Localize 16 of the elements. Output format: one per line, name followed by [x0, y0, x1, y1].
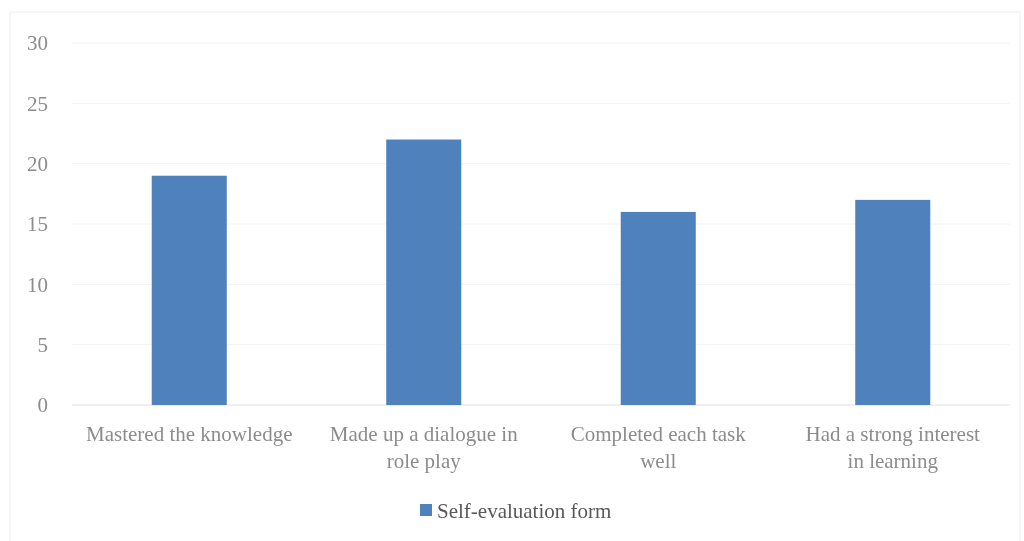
- x-tick-label: Made up a dialogue in role play: [329, 422, 519, 473]
- bar: [151, 175, 227, 405]
- bar: [855, 199, 931, 405]
- bar: [386, 139, 462, 405]
- y-tick-label: 0: [37, 393, 48, 418]
- y-tick-label: 25: [27, 91, 48, 116]
- x-tick-label: Had a strong interest in learning: [805, 422, 981, 473]
- x-tick-label: Mastered the knowledge: [86, 422, 293, 446]
- y-tick-label: 15: [27, 212, 48, 237]
- x-tick-label: Completed each task well: [570, 422, 747, 473]
- bar: [620, 211, 696, 405]
- y-tick-label: 20: [27, 152, 48, 177]
- y-tick-label: 10: [27, 272, 48, 297]
- y-tick-label: 5: [37, 333, 48, 358]
- y-tick-label: 30: [27, 31, 48, 56]
- legend-label: Self-evaluation form: [437, 499, 612, 524]
